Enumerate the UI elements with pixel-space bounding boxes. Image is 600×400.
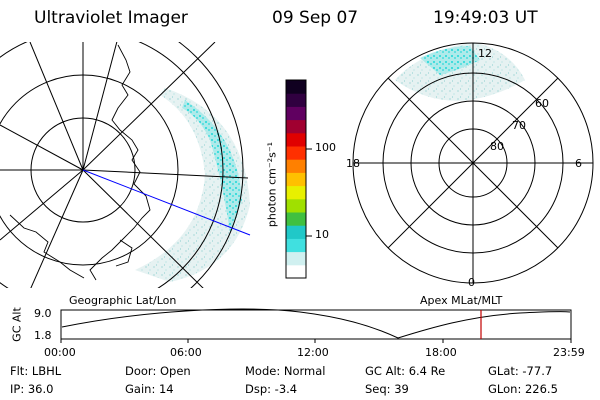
magnetic-polar-plot <box>352 42 594 284</box>
colorbar-segment <box>286 225 306 239</box>
colorbar-tick-10: 10 <box>315 228 329 241</box>
mlt-label-12: 12 <box>478 47 492 60</box>
info-dsp: Dsp: -3.4 <box>245 382 298 396</box>
aurora-oval-left <box>182 100 242 232</box>
colorbar-segment <box>286 119 306 134</box>
colorbar <box>285 79 307 279</box>
colorbar-unit-label: photon cm⁻²s⁻¹ <box>265 141 279 228</box>
colorbar-segment <box>286 80 306 94</box>
colorbar-segment <box>286 238 306 253</box>
colorbar-segment <box>286 185 306 200</box>
coastline-3 <box>115 239 133 267</box>
page-title: Ultraviolet Imager <box>34 8 188 28</box>
altitude-xtick-0600: 06:00 <box>170 346 202 359</box>
colorbar-segment <box>286 159 306 173</box>
colorbar-segment <box>286 264 306 279</box>
colorbar-segment <box>286 212 306 226</box>
mlt-label-0: 0 <box>468 276 475 289</box>
altitude-xtick-2359: 23:59 <box>553 346 585 359</box>
coastline-2 <box>9 214 85 279</box>
colorbar-tick-100: 100 <box>315 141 336 154</box>
info-gc-alt: GC Alt: 6.4 Re <box>365 364 446 378</box>
time-label: 19:49:03 UT <box>433 8 538 28</box>
colorbar-frame <box>285 79 307 279</box>
right-panel-caption: Apex MLat/MLT <box>420 294 503 307</box>
satellite-marker-line <box>82 169 251 236</box>
info-door: Door: Open <box>125 364 191 378</box>
mlat-label-80: 80 <box>490 140 504 153</box>
info-flt: Flt: LBHL <box>10 364 62 378</box>
altitude-xtick-1800: 18:00 <box>425 346 457 359</box>
altitude-xtick-1200: 12:00 <box>297 346 329 359</box>
colorbar-segment <box>286 93 306 107</box>
coastline-1 <box>89 44 151 281</box>
colorbar-segment <box>286 251 306 266</box>
mlat-label-60: 60 <box>535 97 549 110</box>
info-mode: Mode: Normal <box>245 364 326 378</box>
colorbar-segment <box>286 198 306 213</box>
left-panel-caption: Geographic Lat/Lon <box>69 294 177 307</box>
altitude-ytick-max: 9.0 <box>34 307 52 320</box>
date-label: 09 Sep 07 <box>272 8 359 28</box>
altitude-ylabel: GC Alt <box>10 307 24 342</box>
geographic-map <box>0 42 251 288</box>
altitude-ytick-min: 1.8 <box>34 329 52 342</box>
mlt-label-6: 6 <box>575 157 582 170</box>
altitude-curve <box>61 308 571 339</box>
colorbar-segment <box>286 146 306 160</box>
altitude-plot <box>60 308 572 343</box>
mlt-label-18: 18 <box>346 157 360 170</box>
info-seq: Seq: 39 <box>365 382 409 396</box>
colorbar-segment <box>286 132 306 147</box>
colorbar-segment <box>286 172 306 187</box>
colorbar-segment <box>286 106 306 121</box>
aurora-oval-right <box>420 46 480 75</box>
info-glat: GLat: -77.7 <box>488 364 553 378</box>
info-glon: GLon: 226.5 <box>488 382 558 396</box>
info-ip: IP: 36.0 <box>10 382 54 396</box>
altitude-xtick-0000: 00:00 <box>44 346 76 359</box>
info-gain: Gain: 14 <box>125 382 174 396</box>
mlat-label-70: 70 <box>512 119 526 132</box>
